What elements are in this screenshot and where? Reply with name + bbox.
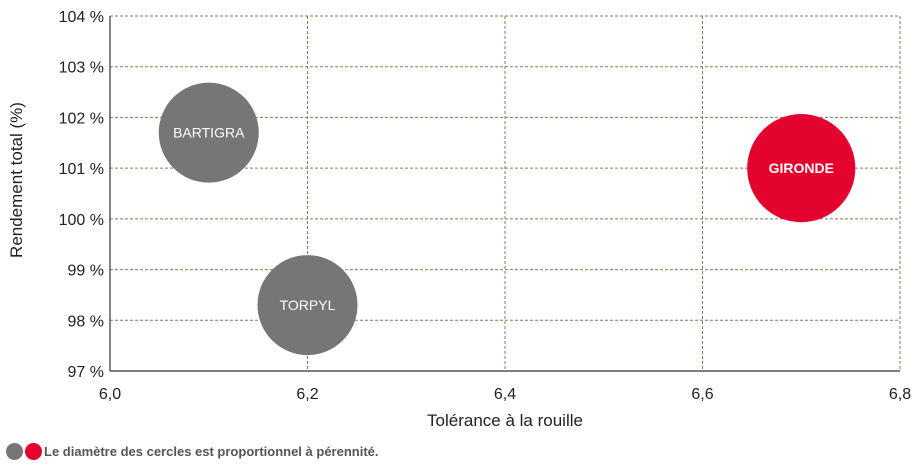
bubbles: BARTIGRA TORPYL GIRONDE bbox=[158, 82, 856, 356]
bubble-torpyl bbox=[257, 255, 358, 356]
y-tick-label: 100 % bbox=[59, 212, 104, 229]
x-tick-label: 6,0 bbox=[99, 386, 121, 403]
y-axis-title: Rendement total (%) bbox=[7, 102, 26, 258]
x-tick-label: 6,8 bbox=[889, 386, 911, 403]
bubble-label: BARTIGRA bbox=[173, 125, 245, 141]
y-tick-label: 102 % bbox=[59, 110, 104, 127]
bubble-label: GIRONDE bbox=[769, 160, 834, 176]
x-axis-title: Tolérance à la rouille bbox=[427, 411, 583, 430]
x-tick-label: 6,6 bbox=[691, 386, 713, 403]
y-tick-labels: 97 % 98 % 99 % 100 % 101 % 102 % 103 % 104 % bbox=[59, 9, 104, 381]
y-tick-label: 104 % bbox=[59, 9, 104, 26]
x-tick-label: 6,2 bbox=[296, 386, 318, 403]
bubble-gironde bbox=[747, 114, 856, 223]
bubble-label: TORPYL bbox=[280, 297, 336, 313]
y-tick-label: 101 % bbox=[59, 161, 104, 178]
grey-dot-icon bbox=[6, 443, 23, 460]
footnote: Le diamètre des cercles est proportionne… bbox=[6, 443, 379, 460]
grid-lines bbox=[109, 15, 901, 372]
x-tick-labels: 6,0 6,2 6,4 6,6 6,8 bbox=[99, 386, 911, 403]
y-tick-label: 98 % bbox=[68, 313, 104, 330]
footnote-text: Le diamètre des cercles est proportionne… bbox=[44, 444, 379, 459]
bubble-bartigra bbox=[158, 82, 259, 183]
y-tick-label: 97 % bbox=[68, 364, 104, 381]
x-tick-label: 6,4 bbox=[494, 386, 516, 403]
bubble-chart: 97 % 98 % 99 % 100 % 101 % 102 % 103 % 104 % 6,… bbox=[7, 9, 911, 430]
red-dot-icon bbox=[25, 443, 42, 460]
y-tick-label: 99 % bbox=[68, 263, 104, 280]
y-tick-label: 103 % bbox=[59, 60, 104, 77]
